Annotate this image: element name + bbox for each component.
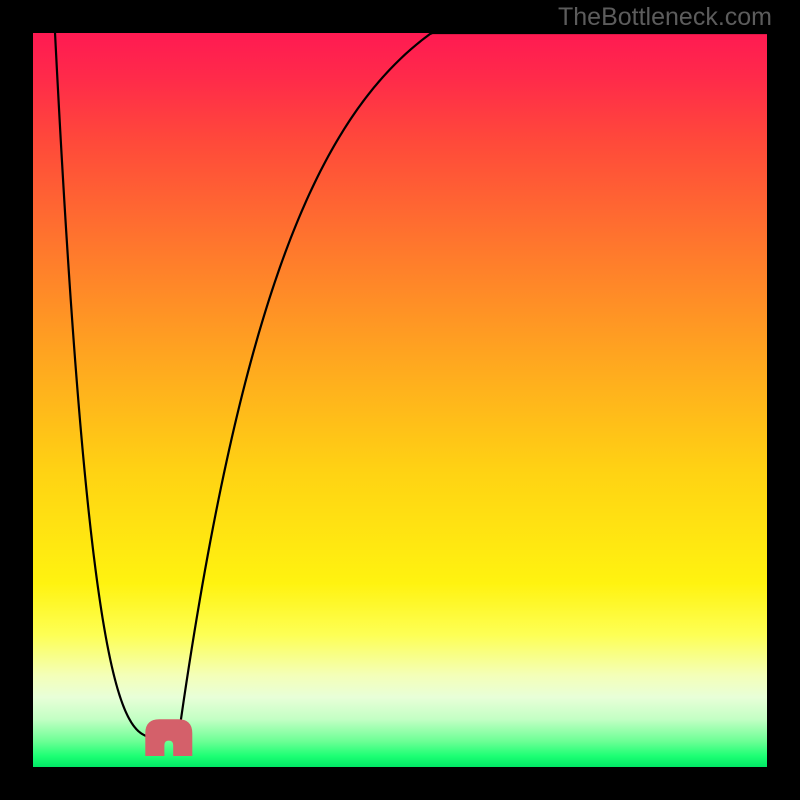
stage: TheBottleneck.com xyxy=(0,0,800,800)
bottom-marker xyxy=(145,719,192,756)
plot-area xyxy=(33,33,767,767)
curves-layer xyxy=(33,33,767,767)
curve-right xyxy=(178,33,767,738)
watermark-text: TheBottleneck.com xyxy=(558,3,772,32)
curve-left xyxy=(55,33,159,738)
